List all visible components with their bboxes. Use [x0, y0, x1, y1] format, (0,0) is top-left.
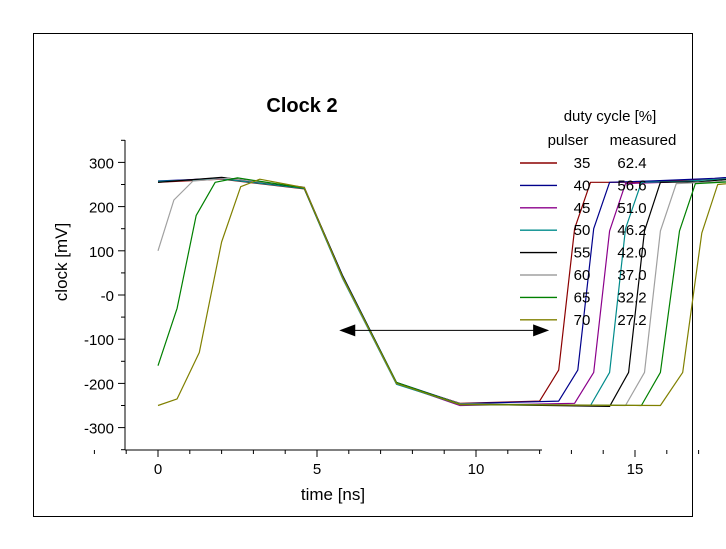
legend-measured-35: 62.4 [617, 155, 646, 172]
y-tick-label: 200 [89, 200, 114, 217]
y-tick-label: -300 [84, 421, 114, 438]
legend-pulser-65: 65 [574, 289, 591, 306]
chart-frame [33, 33, 693, 517]
y-axis-label: clock [mV] [52, 223, 71, 301]
chart-title: Clock 2 [266, 95, 337, 117]
legend-pulser-70: 70 [574, 312, 591, 329]
legend-pulser-55: 55 [574, 245, 591, 262]
legend-measured-65: 32.2 [617, 289, 646, 306]
legend-measured-40: 56.6 [617, 177, 646, 194]
legend-measured-45: 51.0 [617, 200, 646, 217]
legend-measured-70: 27.2 [617, 312, 646, 329]
legend-measured-60: 37.0 [617, 267, 646, 284]
legend-measured-50: 46.2 [617, 222, 646, 239]
y-tick-label: -100 [84, 332, 114, 349]
x-tick-label: 10 [468, 461, 485, 478]
legend-pulser-40: 40 [574, 177, 591, 194]
legend-col-pulser: pulser [548, 132, 589, 149]
legend-col-measured: measured [610, 132, 677, 149]
x-tick-label: 15 [627, 461, 644, 478]
x-tick-label: 5 [313, 461, 321, 478]
legend-pulser-60: 60 [574, 267, 591, 284]
legend-pulser-45: 45 [574, 200, 591, 217]
series-line-70 [157, 178, 726, 407]
legend-measured-55: 42.0 [617, 245, 646, 262]
y-tick-label: 100 [89, 244, 114, 261]
y-tick-label: -0 [101, 288, 114, 305]
arrow-head-left [339, 324, 356, 337]
x-tick-label: 0 [154, 461, 162, 478]
legend-title: duty cycle [%] [564, 108, 657, 125]
legend-pulser-35: 35 [574, 155, 591, 172]
series-line-65 [157, 177, 726, 407]
y-tick-label: 300 [89, 155, 114, 172]
y-tick-label: -200 [84, 376, 114, 393]
legend-pulser-50: 50 [574, 222, 591, 239]
x-axis-label: time [ns] [301, 485, 365, 504]
arrow-head-right [533, 324, 550, 337]
